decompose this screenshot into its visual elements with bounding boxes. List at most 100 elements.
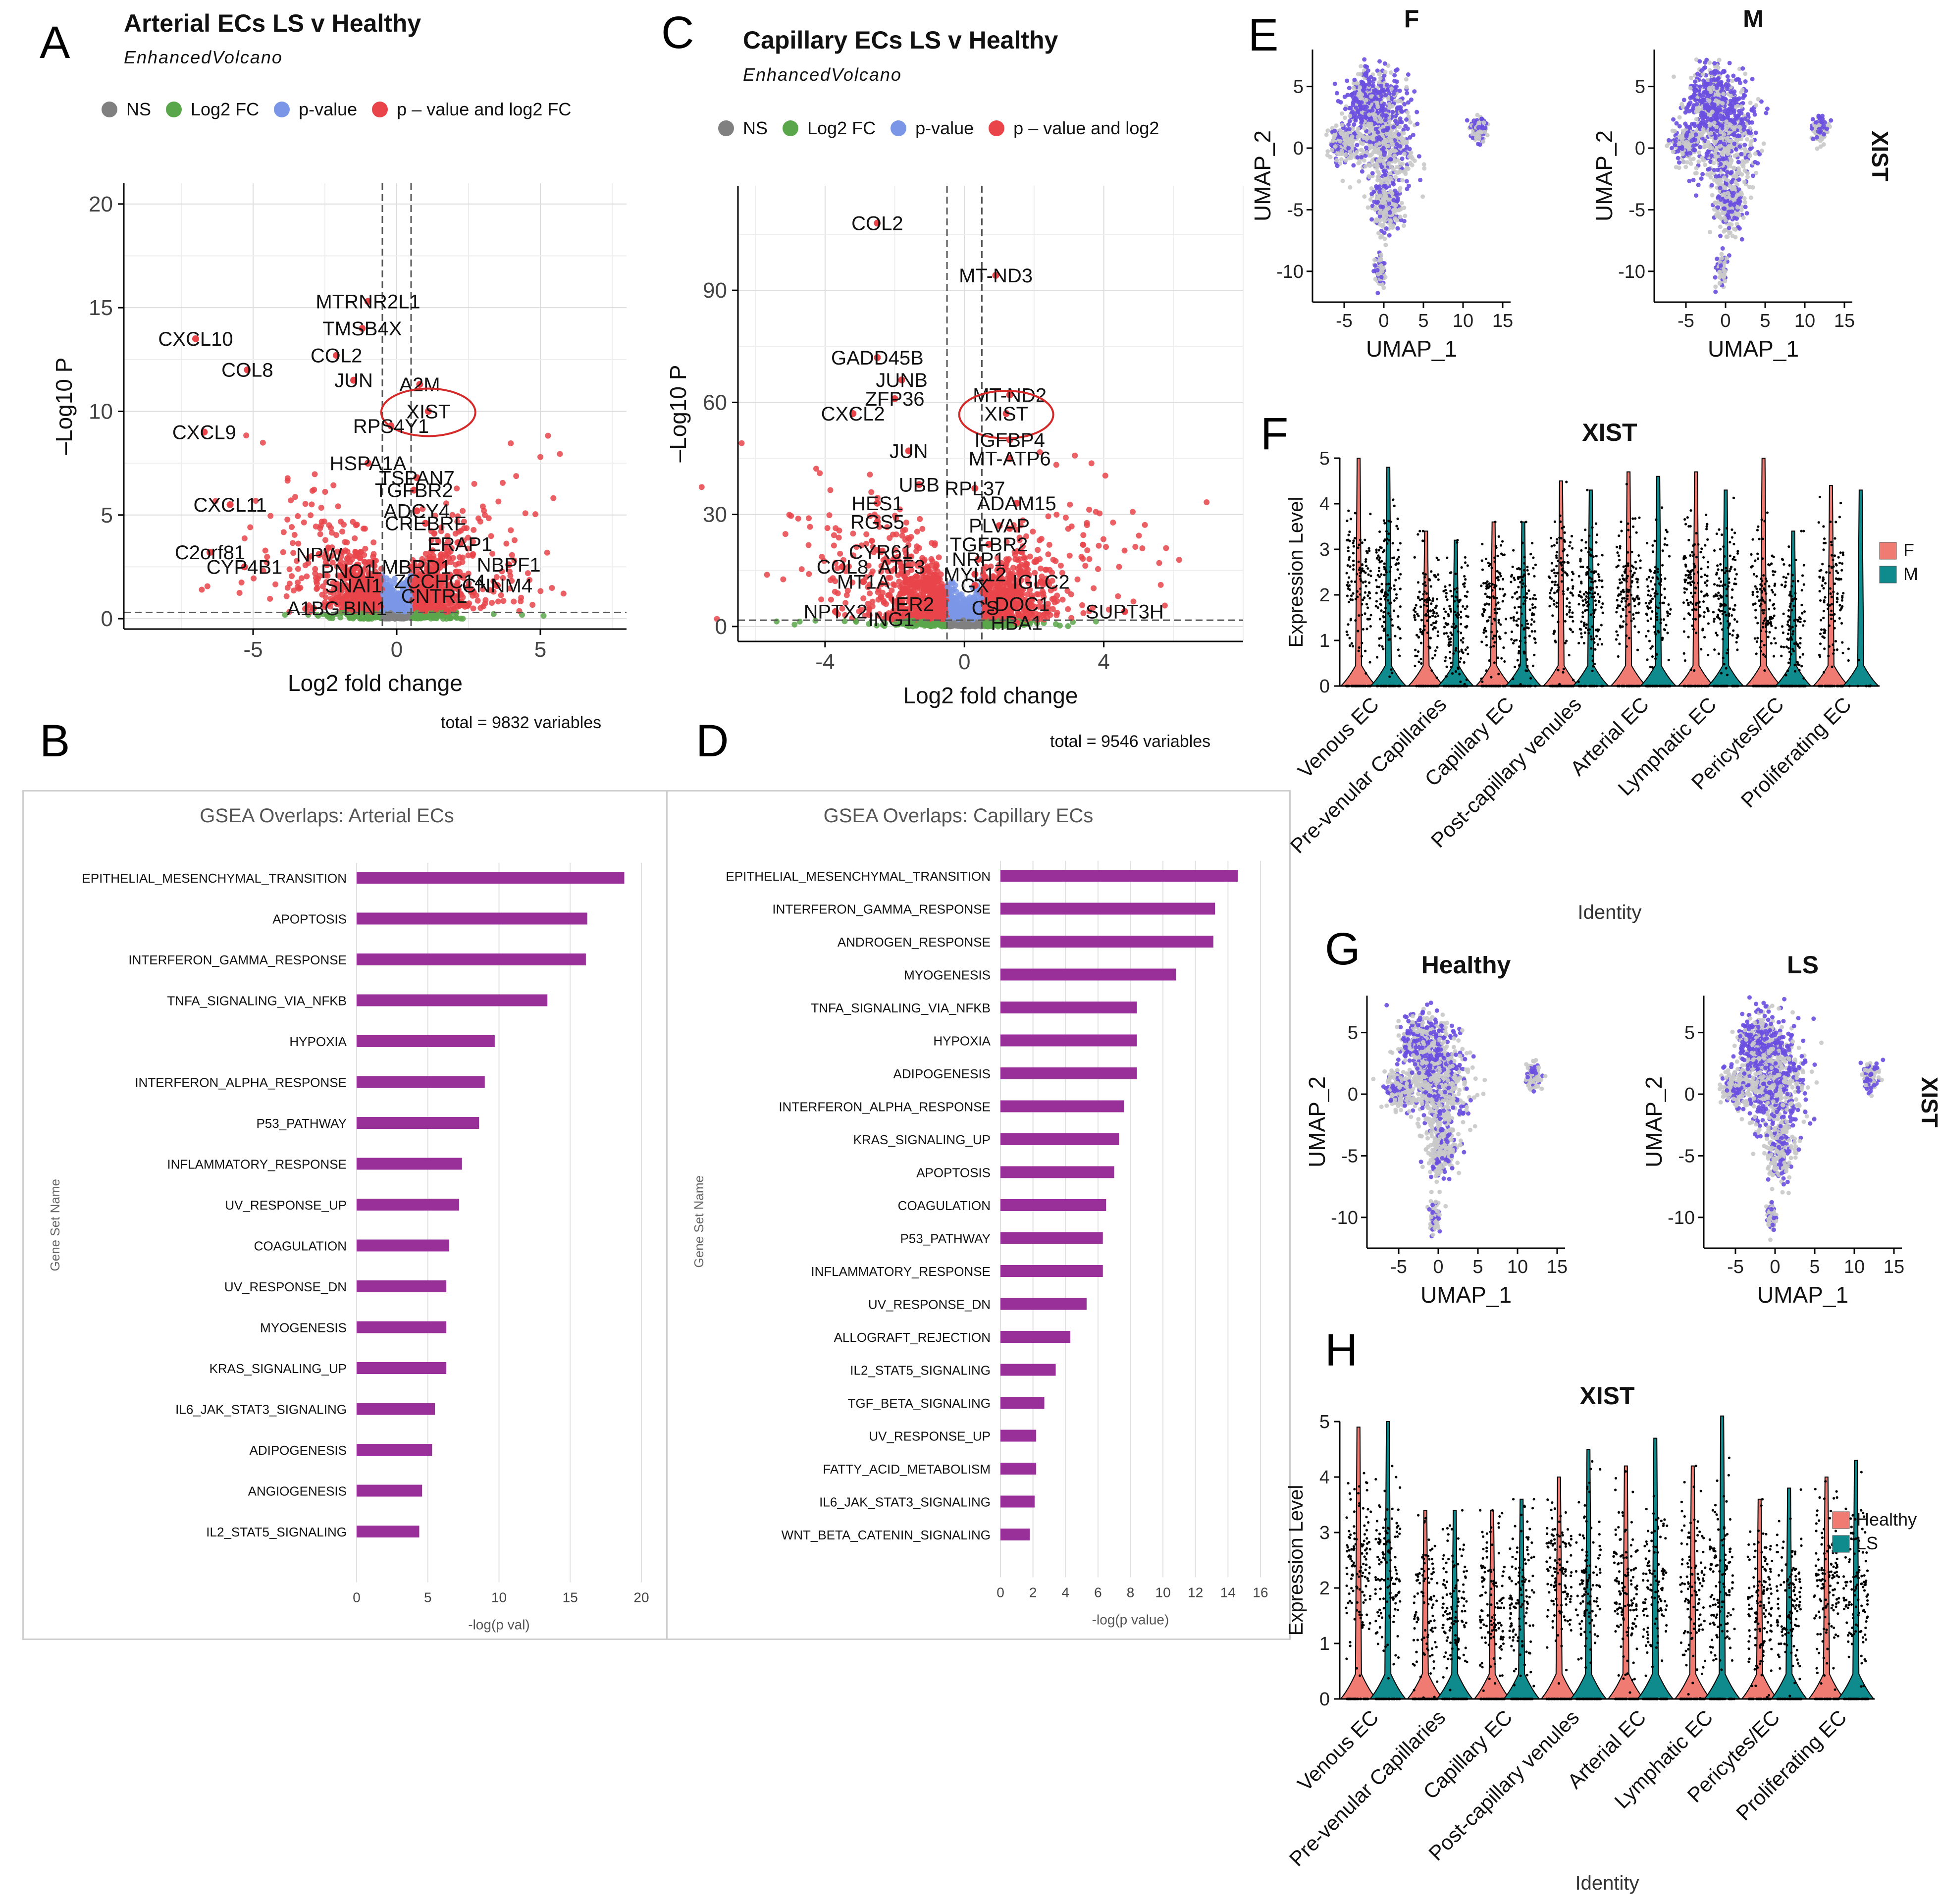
- legend-p: p-value: [299, 99, 358, 119]
- data-point: [329, 544, 335, 551]
- data-point: [1050, 556, 1056, 563]
- data-point: [212, 498, 219, 504]
- data-point: [445, 538, 451, 545]
- data-point: [511, 557, 518, 564]
- data-point: [890, 581, 896, 587]
- data-point: [532, 511, 539, 518]
- data-point: [292, 494, 299, 500]
- data-point: [347, 559, 353, 566]
- data-point: [482, 512, 488, 518]
- data-point: [453, 615, 460, 621]
- data-point: [446, 555, 452, 562]
- data-point: [353, 597, 359, 604]
- data-point: [328, 598, 335, 604]
- data-point: [370, 539, 377, 546]
- data-point: [451, 606, 457, 612]
- panel-letter-g: G: [1325, 924, 1361, 974]
- data-point: [322, 537, 328, 543]
- data-point: [294, 558, 300, 564]
- data-point: [335, 572, 341, 579]
- data-point: [499, 568, 505, 575]
- data-point: [470, 605, 476, 612]
- data-point: [336, 594, 342, 600]
- data-point: [507, 585, 513, 591]
- data-point: [549, 584, 555, 591]
- volcano-c-chart: COL2MT-ND3GADD45BJUNBMT-ND2ZFP36XISTCXCL…: [665, 186, 1244, 708]
- data-point: [338, 553, 345, 560]
- data-point: [482, 597, 489, 603]
- panel-letter-e: E: [1248, 10, 1279, 60]
- data-point: [339, 529, 346, 535]
- point-label: CNTRL: [401, 585, 467, 607]
- data-point: [364, 584, 370, 590]
- data-point: [322, 588, 329, 594]
- data-point: [322, 489, 328, 495]
- data-point: [459, 559, 466, 565]
- data-point: [1095, 566, 1101, 572]
- data-point: [929, 558, 936, 565]
- data-point: [330, 482, 337, 488]
- data-point: [343, 582, 349, 588]
- data-point: [1053, 612, 1060, 619]
- data-point: [460, 616, 466, 622]
- data-point: [471, 480, 477, 487]
- data-point: [837, 550, 843, 557]
- data-point: [317, 525, 323, 531]
- data-point: [291, 531, 298, 538]
- data-point: [526, 577, 533, 583]
- data-point: [470, 592, 476, 599]
- data-point: [284, 516, 291, 523]
- data-point: [1065, 623, 1071, 630]
- data-point: [282, 612, 288, 618]
- point-label: ERAP1: [427, 533, 492, 555]
- data-point: [260, 439, 266, 446]
- data-point: [435, 537, 441, 544]
- data-point: [289, 524, 295, 530]
- data-point: [327, 554, 333, 561]
- data-point: [1116, 564, 1122, 570]
- data-point: [414, 569, 420, 575]
- panel-letter-c: C: [661, 7, 694, 58]
- data-point: [456, 529, 462, 535]
- y-tick-label: 15: [89, 296, 113, 320]
- data-point: [363, 614, 369, 621]
- volcano-a-subtitle: EnhancedVolcano: [124, 47, 283, 67]
- legend-both: p – value and log2: [1013, 118, 1159, 138]
- point-label: JUN: [334, 370, 373, 392]
- data-point: [1030, 529, 1036, 535]
- data-point: [805, 542, 812, 548]
- data-point: [1139, 545, 1146, 551]
- data-point: [428, 562, 434, 568]
- data-point: [448, 615, 454, 622]
- data-point: [295, 540, 302, 547]
- data-point: [560, 590, 567, 597]
- data-point: [495, 498, 502, 505]
- data-point: [1037, 537, 1043, 543]
- data-point: [284, 475, 291, 481]
- point-label: CNNM4: [462, 575, 532, 597]
- data-point: [312, 566, 318, 572]
- data-point: [524, 570, 531, 577]
- data-point: [447, 574, 454, 581]
- data-point: [522, 510, 528, 517]
- data-point: [312, 570, 318, 577]
- data-point: [294, 584, 301, 590]
- data-point: [425, 555, 431, 561]
- data-point: [499, 479, 506, 486]
- data-point: [817, 470, 823, 476]
- data-point: [314, 580, 320, 586]
- data-point: [489, 600, 495, 606]
- data-point: [1088, 460, 1095, 467]
- data-point: [1045, 551, 1051, 558]
- data-point: [782, 531, 788, 537]
- data-point: [454, 485, 460, 492]
- y-tick-label: 5: [101, 503, 113, 528]
- data-point: [507, 573, 514, 579]
- data-point: [404, 581, 411, 587]
- data-point: [1080, 532, 1087, 538]
- volcano-a-legend: NS Log2 FC p-value p – value and log2 FC: [87, 99, 571, 120]
- data-point: [260, 568, 266, 574]
- x-tick-label: -5: [243, 637, 262, 662]
- data-point: [465, 545, 471, 552]
- data-point: [295, 566, 301, 572]
